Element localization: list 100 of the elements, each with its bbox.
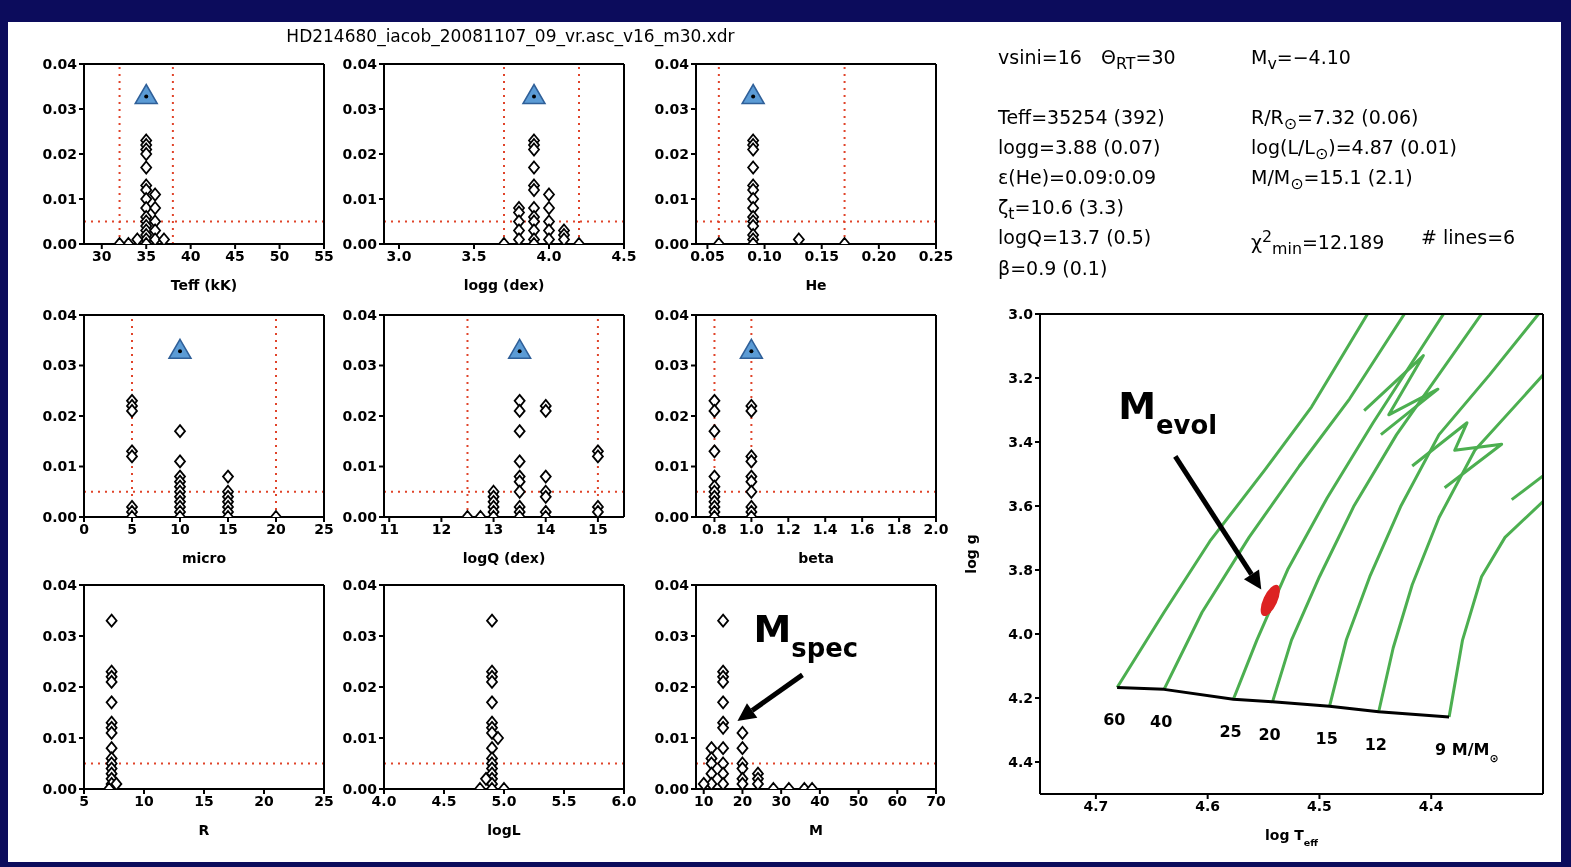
x-tick-label: 60 <box>887 792 908 809</box>
x-tick-label: 0.05 <box>690 247 725 264</box>
y-tick-label: 0.03 <box>342 627 377 644</box>
annotation: 9 M/M$_{⊙}$ <box>1435 739 1499 765</box>
y-tick-label: 0.03 <box>654 627 689 644</box>
y-tick-label: 0.01 <box>342 190 377 207</box>
y-tick-label: 0.04 <box>654 55 690 72</box>
y-tick-label: 0.02 <box>342 678 377 695</box>
text: ζ$_{t}$=10.6 (3.3) <box>998 195 1124 225</box>
y-tick-label: 0.03 <box>654 100 689 117</box>
y-tick-label: 0.02 <box>42 145 77 162</box>
x-tick-label: 50 <box>848 792 869 809</box>
x-axis-title: logL <box>487 822 521 838</box>
y-tick-label: 0.01 <box>654 458 689 475</box>
y-tick-label: 0.01 <box>42 729 77 746</box>
y-tick-label: 0.04 <box>42 576 78 593</box>
y-tick-label: 0.02 <box>42 407 77 424</box>
annotation: 20 <box>1258 724 1281 744</box>
x-tick-label: 1.2 <box>775 520 801 537</box>
y-tick-label: 0.00 <box>342 508 378 525</box>
y-tick-label: 0.04 <box>42 306 78 323</box>
y-tick-label: 0.03 <box>42 357 77 374</box>
x-tick-label: 3.5 <box>461 247 487 264</box>
x-tick-label: 11 <box>379 520 399 537</box>
x-tick-label: 10 <box>134 792 154 809</box>
x-tick-label: 5 <box>127 520 137 537</box>
y-tick-label: 3.2 <box>1008 369 1033 386</box>
text: χ$^{2}$$_{min}$=12.189 <box>1251 226 1385 261</box>
x-axis-title: R <box>198 822 210 838</box>
y-tick-label: 0.04 <box>342 576 378 593</box>
annotation: M$_{spec}$ <box>753 606 858 663</box>
y-tick-label: 0.00 <box>42 235 78 252</box>
x-tick-label: 6.0 <box>611 792 637 809</box>
y-tick-label: 0.02 <box>342 145 377 162</box>
y-tick-label: 0.03 <box>342 357 377 374</box>
text: logg=3.88 (0.07) <box>998 135 1161 159</box>
y-tick-label: 4.2 <box>1008 689 1033 706</box>
x-tick-label: 4.5 <box>611 247 637 264</box>
y-tick-label: 0.00 <box>654 235 690 252</box>
y-tick-label: 0.02 <box>654 145 689 162</box>
y-tick-label: 0.04 <box>654 576 690 593</box>
y-tick-label: 0.04 <box>342 55 378 72</box>
annotation: 40 <box>1150 712 1173 732</box>
annotation: 12 <box>1364 734 1387 754</box>
text: M/M$_{⊙}$=15.1 (2.1) <box>1251 165 1413 195</box>
x-tick-label: 4.0 <box>536 247 562 264</box>
x-tick-label: 5 <box>79 792 89 809</box>
y-tick-label: 3.8 <box>1008 561 1033 578</box>
x-tick-label: 10 <box>170 520 190 537</box>
x-tick-label: 5.0 <box>491 792 517 809</box>
x-tick-label: 45 <box>225 247 245 264</box>
annotation: 15 <box>1315 729 1338 749</box>
text: vsini=16 <box>998 45 1082 69</box>
x-axis-title: Teff (kK) <box>170 277 238 293</box>
x-tick-label: 15 <box>218 520 238 537</box>
x-tick-label: 1.6 <box>849 520 875 537</box>
annotation: 60 <box>1103 710 1126 730</box>
y-tick-label: 0.01 <box>42 458 77 475</box>
x-tick-label: 35 <box>136 247 156 264</box>
text: logQ=13.7 (0.5) <box>998 225 1152 249</box>
y-tick-label: 0.03 <box>342 100 377 117</box>
y-tick-label: 3.6 <box>1008 497 1033 514</box>
y-tick-label: 0.00 <box>654 780 690 797</box>
x-tick-label: 3.0 <box>386 247 412 264</box>
x-tick-label: 4.5 <box>431 792 457 809</box>
y-tick-label: 0.02 <box>654 407 689 424</box>
y-tick-label: 3.0 <box>1008 305 1034 322</box>
x-tick-label: 14 <box>536 520 556 537</box>
y-tick-label: 0.03 <box>654 357 689 374</box>
y-tick-label: 0.01 <box>654 190 689 207</box>
x-axis-title: He <box>805 277 827 293</box>
y-tick-label: 0.00 <box>342 235 378 252</box>
y-axis-title: log g <box>963 534 979 574</box>
y-tick-label: 0.01 <box>342 729 377 746</box>
x-tick-label: 70 <box>926 792 946 809</box>
x-tick-label: 40 <box>810 792 830 809</box>
x-tick-label: 10 <box>694 792 714 809</box>
y-tick-label: 3.4 <box>1008 433 1034 450</box>
x-tick-label: 15 <box>588 520 608 537</box>
x-tick-label: 20 <box>266 520 286 537</box>
x-tick-label: 4.7 <box>1083 797 1109 814</box>
x-tick-label: 20 <box>254 792 274 809</box>
text: R/R$_{⊙}$=7.32 (0.06) <box>1251 105 1419 135</box>
x-tick-label: 1.0 <box>738 520 765 537</box>
text: Teff=35254 (392) <box>998 105 1165 129</box>
y-tick-label: 4.4 <box>1008 753 1034 770</box>
y-tick-label: 0.02 <box>42 678 77 695</box>
x-tick-label: 4.6 <box>1195 797 1221 814</box>
y-tick-label: 4.0 <box>1008 625 1034 642</box>
x-tick-label: 4.5 <box>1307 797 1332 814</box>
y-tick-label: 0.00 <box>42 508 78 525</box>
x-axis-title: logg (dex) <box>463 277 545 293</box>
text: Θ$_{RT}$=30 <box>1101 45 1176 75</box>
x-tick-label: 4.4 <box>1418 797 1444 814</box>
y-tick-label: 0.04 <box>42 55 78 72</box>
x-axis-title: beta <box>798 550 834 566</box>
x-tick-label: 2.0 <box>923 520 949 537</box>
y-tick-label: 0.04 <box>654 306 690 323</box>
x-tick-label: 0.10 <box>747 247 783 264</box>
x-tick-label: 0.8 <box>702 520 727 537</box>
